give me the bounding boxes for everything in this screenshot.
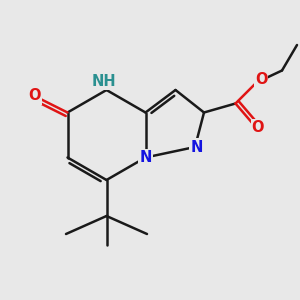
Text: N: N	[190, 140, 203, 154]
Text: N: N	[139, 150, 152, 165]
Text: O: O	[252, 120, 264, 135]
Text: O: O	[255, 72, 267, 87]
Text: O: O	[28, 88, 41, 104]
Text: NH: NH	[91, 74, 116, 89]
